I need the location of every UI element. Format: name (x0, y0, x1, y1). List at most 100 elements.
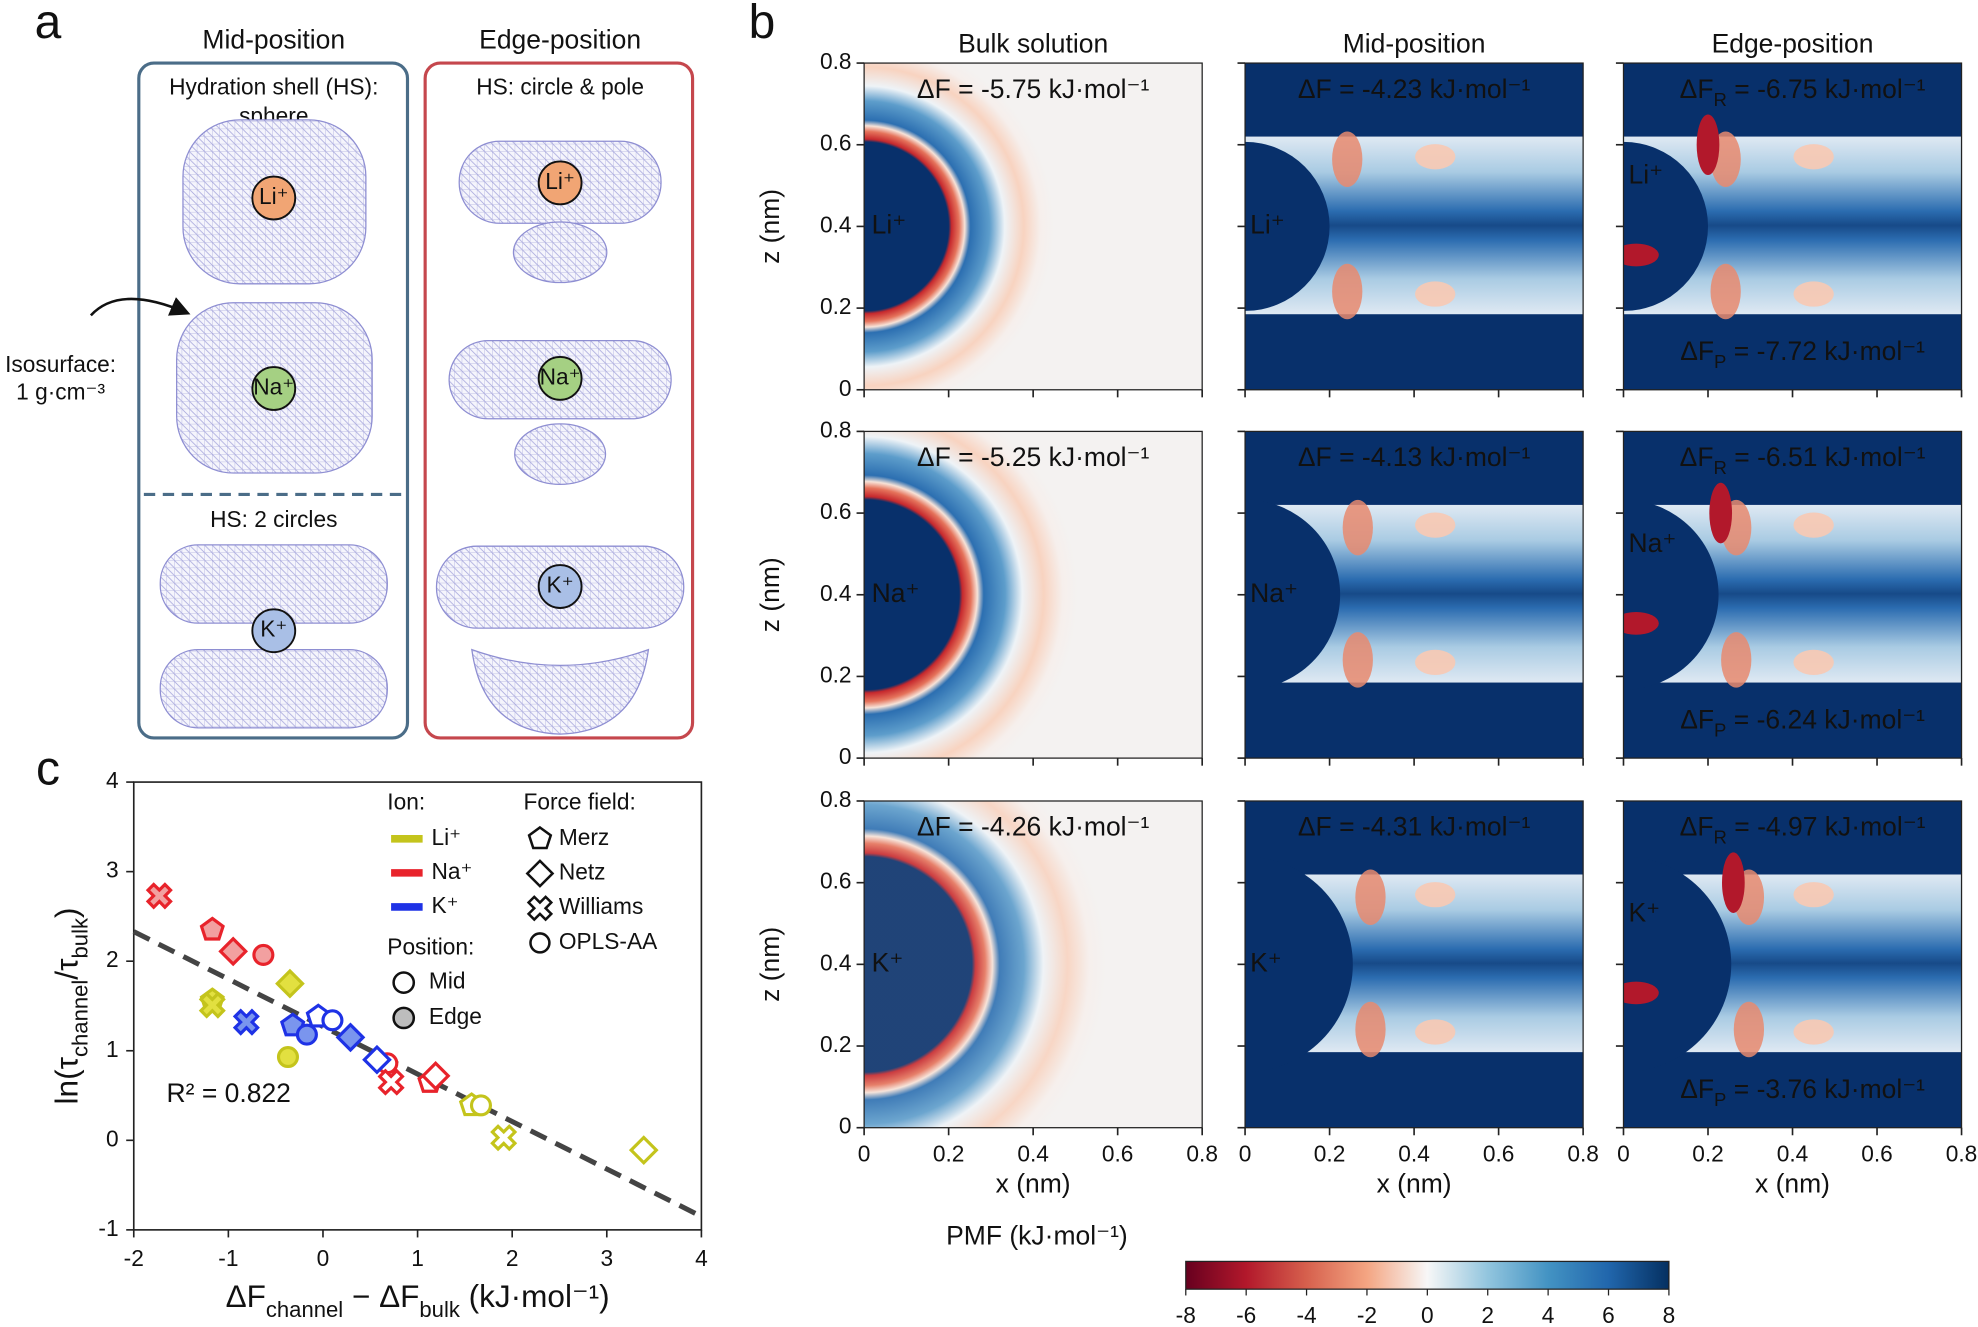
pmf-spot (1722, 852, 1745, 913)
x-tick-label: -1 (218, 1245, 238, 1271)
text-part: (kJ·mol⁻¹) (460, 1279, 610, 1315)
y-tick-label: 0 (839, 743, 852, 769)
box-text: HS: circle & pole (476, 73, 644, 99)
pmf-spot (1623, 981, 1659, 1005)
annotation: ΔF = -4.13 kJ·mol⁻¹ (1298, 442, 1531, 472)
legend-label: OPLS-AA (559, 928, 658, 954)
colorbar-tick-label: -2 (1357, 1302, 1377, 1327)
text-part: R (1714, 89, 1727, 110)
arrow (89, 297, 191, 317)
ion-core (1245, 499, 1341, 690)
y-tick-label: 0.4 (820, 211, 852, 237)
text-part: = -4.31 kJ·mol⁻¹ (1332, 812, 1531, 842)
heatmap-panel (864, 63, 1203, 390)
ion-label: K⁺ (547, 572, 574, 598)
pmf-spot (1793, 649, 1834, 675)
column-title: Edge-position (1712, 28, 1874, 58)
text-part: ΔF (1680, 705, 1714, 735)
x-tick-label: 0.8 (1567, 1140, 1599, 1166)
text-part: ΔF (917, 74, 951, 104)
colorbar-tick-label: 4 (1542, 1302, 1555, 1327)
ion-label: K⁺ (872, 947, 904, 977)
x-tick-label: 0.8 (1946, 1140, 1978, 1166)
point (377, 1068, 405, 1096)
pmf-spot (1415, 882, 1456, 908)
colorbar-tick-label: -6 (1236, 1302, 1256, 1327)
y-tick-label: -1 (98, 1215, 118, 1241)
y-tick-label: 3 (106, 857, 119, 883)
ion (251, 366, 297, 411)
y-axis-label: z (nm) (755, 927, 785, 1002)
legend-title: Position: (387, 934, 474, 960)
shell (471, 648, 650, 735)
x-tick-label: 0.2 (1692, 1140, 1724, 1166)
ion-label: Na⁺ (872, 578, 920, 608)
text-part: = -6.51 kJ·mol⁻¹ (1727, 442, 1926, 472)
ion (537, 356, 583, 401)
legend-label: Li⁺ (431, 824, 461, 850)
annotation: ΔF = -5.25 kJ·mol⁻¹ (917, 442, 1150, 472)
heatmap-panel (864, 431, 1203, 759)
pmf-spot (1342, 499, 1373, 556)
annotation: ΔFP = -6.24 kJ·mol⁻¹ (1680, 705, 1925, 741)
isosurface-label: Isosurface: (5, 351, 116, 377)
colorbar-label: PMF (kJ·mol⁻¹) (946, 1220, 1128, 1250)
legend-marker (526, 895, 554, 922)
text-part: ΔF (1298, 74, 1332, 104)
y-tick-label: 0.2 (820, 661, 852, 687)
annotation: ΔF = -5.75 kJ·mol⁻¹ (917, 74, 1150, 104)
text-part: /τ (49, 958, 85, 980)
text-part: ΔF (1680, 336, 1714, 366)
heatmap-panel (1623, 800, 1962, 1128)
heatmap-panel (1623, 63, 1962, 390)
ion-label: Li⁺ (259, 183, 289, 209)
ion-label: Li⁺ (1629, 160, 1664, 190)
ion (251, 175, 297, 221)
text-part: = -5.25 kJ·mol⁻¹ (951, 442, 1150, 472)
pmf-spot (1415, 1019, 1456, 1045)
x-tick-label: 0.6 (1102, 1140, 1134, 1166)
y-tick-label: 0 (839, 1113, 852, 1139)
column-title: Mid-position (202, 25, 345, 55)
colorbar-tick-label: -4 (1296, 1302, 1316, 1327)
point (628, 1135, 659, 1165)
panel-label: a (35, 0, 62, 49)
colorbar-tick-label: 2 (1481, 1302, 1494, 1327)
panel-label: b (749, 0, 776, 49)
pmf-spot (1415, 649, 1456, 675)
y-tick-label: 0.8 (820, 48, 852, 74)
colorbar-tick-label: 0 (1421, 1302, 1434, 1327)
ion-label: Na⁺ (1629, 528, 1677, 558)
x-tick-label: 0.6 (1483, 1140, 1515, 1166)
y-tick-label: 0 (106, 1125, 119, 1151)
panel-label: c (36, 743, 60, 796)
annotation: ΔF = -4.23 kJ·mol⁻¹ (1298, 74, 1531, 104)
pmf-spot (1709, 482, 1733, 544)
x-tick-label: 0 (317, 1245, 330, 1271)
y-tick-label: 2 (106, 946, 119, 972)
x-axis-label: ΔFchannel − ΔFbulk (kJ·mol⁻¹) (226, 1279, 610, 1323)
column-title: Mid-position (1343, 28, 1486, 58)
point (362, 1044, 392, 1075)
legend-marker (527, 825, 553, 850)
ion-core (1245, 141, 1330, 311)
annotation: ΔF = -4.26 kJ·mol⁻¹ (917, 812, 1150, 842)
pmf-spot (1415, 512, 1456, 538)
x-tick-label: -2 (124, 1245, 144, 1271)
y-tick-label: 0.8 (820, 786, 852, 812)
text-part: = -6.75 kJ·mol⁻¹ (1727, 74, 1926, 104)
ion (537, 160, 583, 206)
text-part: = -4.97 kJ·mol⁻¹ (1727, 812, 1926, 842)
x-axis-label: x (nm) (996, 1169, 1071, 1199)
text-part: ΔF (1680, 1074, 1714, 1104)
point (145, 882, 173, 910)
ion-label: K⁺ (260, 616, 287, 642)
annotation: ΔFP = -3.76 kJ·mol⁻¹ (1680, 1074, 1925, 1110)
point (469, 1094, 493, 1117)
shell (512, 221, 608, 284)
ion (537, 564, 583, 609)
text-part: ΔF (917, 442, 951, 472)
x-tick-label: 0.2 (1314, 1140, 1346, 1166)
